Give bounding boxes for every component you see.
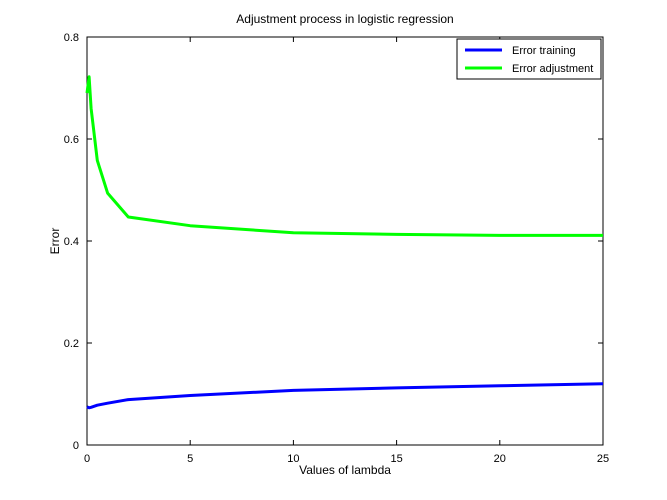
y-axis: 0 0.2 0.4 0.6 0.8 (64, 32, 603, 452)
plot-area (86, 36, 604, 446)
series-line-error-training (86, 382, 604, 410)
series-group (85, 75, 604, 410)
y-tick-label: 0 (73, 440, 79, 452)
chart-title: Adjustment process in logistic regressio… (236, 12, 453, 26)
x-tick-label: 10 (287, 453, 299, 465)
y-tick-label: 0.2 (64, 338, 79, 350)
legend-label-error-adjustment: Error adjustment (512, 63, 593, 75)
y-tick-label: 0.6 (64, 134, 79, 146)
x-tick-label: 20 (494, 453, 506, 465)
legend: Error training Error adjustment (456, 38, 602, 80)
x-tick-label: 5 (187, 453, 193, 465)
legend-label-error-training: Error training (512, 45, 576, 57)
y-axis-label: Error (48, 228, 62, 255)
x-axis-label: Values of lambda (299, 463, 391, 477)
y-tick-label: 0.4 (64, 236, 79, 248)
x-tick-label: 0 (84, 453, 90, 465)
legend-box (456, 38, 602, 80)
series-line-error-adjustment (85, 75, 603, 237)
x-tick-label: 15 (390, 453, 402, 465)
y-tick-label: 0.8 (64, 32, 79, 44)
x-tick-label: 25 (597, 453, 609, 465)
x-axis: 0 5 10 15 20 25 (84, 37, 609, 465)
